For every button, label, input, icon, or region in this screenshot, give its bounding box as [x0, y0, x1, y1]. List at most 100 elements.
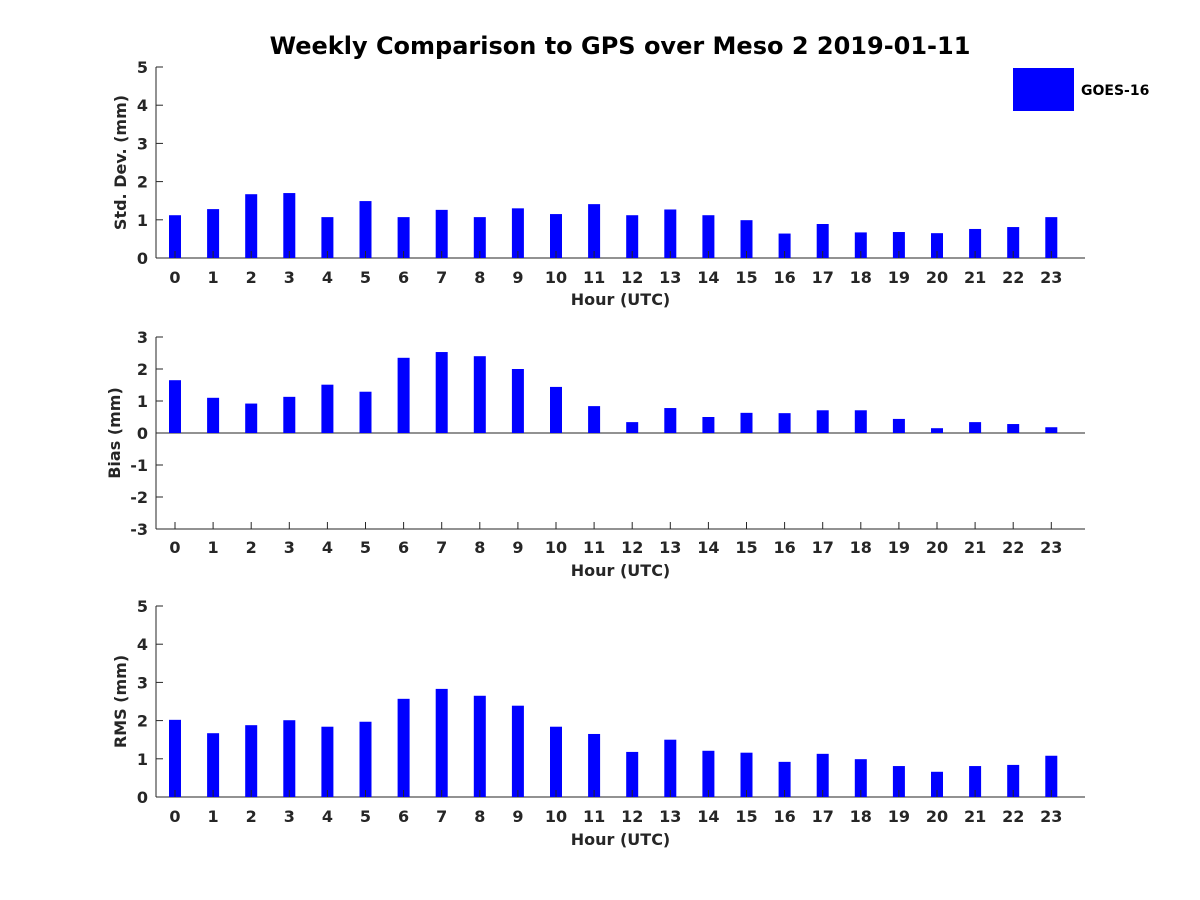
bar: [969, 766, 982, 797]
x-tick-label: 22: [1002, 268, 1024, 287]
y-tick-label: 1: [137, 211, 148, 230]
x-tick-label: 3: [284, 268, 295, 287]
legend-label: GOES-16: [1081, 83, 1149, 99]
x-tick-label: 18: [850, 807, 872, 826]
bar: [664, 739, 677, 797]
y-tick-label: 0: [137, 788, 148, 807]
bar: [702, 417, 715, 433]
x-tick-label: 12: [621, 807, 643, 826]
bar: [169, 215, 181, 258]
y-tick-label: 3: [137, 328, 148, 347]
y-tick-label: 0: [137, 424, 148, 443]
bar: [778, 233, 791, 258]
bar: [1007, 227, 1020, 258]
bar: [778, 413, 791, 433]
x-tick-label: 9: [512, 538, 523, 557]
x-tick-label: 18: [850, 268, 872, 287]
bar: [473, 695, 486, 797]
y-tick-label: 3: [137, 134, 148, 153]
x-tick-label: 10: [545, 268, 567, 287]
bar: [245, 725, 258, 797]
y-tick-label: 5: [137, 58, 148, 77]
bar: [207, 397, 220, 433]
x-tick-label: 13: [659, 538, 681, 557]
x-tick-label: 19: [888, 538, 910, 557]
x-tick-label: 16: [773, 538, 795, 557]
x-tick-label: 0: [169, 538, 180, 557]
y-tick-label: 5: [137, 597, 148, 616]
x-tick-label: 23: [1040, 538, 1062, 557]
bar: [435, 352, 448, 433]
bar: [1045, 755, 1058, 797]
x-tick-label: 14: [697, 807, 719, 826]
bar: [245, 403, 258, 433]
x-tick-label: 10: [545, 538, 567, 557]
x-tick-label: 7: [436, 538, 447, 557]
legend-swatch: [1013, 68, 1074, 111]
bar: [207, 733, 220, 797]
x-tick-label: 8: [474, 807, 485, 826]
bar: [321, 384, 334, 433]
bar: [664, 408, 677, 433]
x-tick-label: 17: [812, 807, 834, 826]
bar: [359, 391, 372, 433]
x-tick-label: 21: [964, 268, 986, 287]
x-tick-label: 11: [583, 268, 605, 287]
y-tick-label: -2: [130, 488, 148, 507]
bar: [321, 217, 334, 258]
x-tick-label: 20: [926, 538, 948, 557]
bar: [702, 215, 715, 258]
x-axis-label: Hour (UTC): [571, 290, 671, 309]
bar: [892, 232, 905, 258]
x-tick-label: 1: [208, 268, 219, 287]
x-tick-label: 2: [246, 538, 257, 557]
bar: [397, 357, 410, 433]
x-tick-label: 16: [773, 268, 795, 287]
bar: [207, 209, 220, 258]
x-tick-label: 8: [474, 268, 485, 287]
bar: [283, 193, 296, 258]
bar: [892, 418, 905, 433]
bar: [854, 759, 867, 797]
bar: [321, 726, 334, 797]
x-tick-label: 17: [812, 538, 834, 557]
x-tick-label: 3: [284, 538, 295, 557]
bar: [359, 201, 372, 258]
y-tick-label: 1: [137, 392, 148, 411]
x-tick-label: 18: [850, 538, 872, 557]
x-tick-label: 14: [697, 538, 719, 557]
x-tick-label: 20: [926, 268, 948, 287]
bar: [473, 217, 486, 258]
bar: [778, 761, 791, 797]
legend: GOES-16: [1013, 68, 1149, 111]
bar: [588, 406, 601, 433]
y-tick-label: 2: [137, 712, 148, 731]
bar: [245, 194, 258, 258]
y-tick-label: 3: [137, 673, 148, 692]
x-tick-label: 21: [964, 538, 986, 557]
bar: [588, 733, 601, 797]
x-axis-label: Hour (UTC): [571, 561, 671, 580]
x-tick-label: 5: [360, 807, 371, 826]
bar: [969, 228, 982, 258]
x-tick-label: 22: [1002, 807, 1024, 826]
x-tick-label: 13: [659, 807, 681, 826]
x-tick-label: 5: [360, 268, 371, 287]
x-tick-label: 17: [812, 268, 834, 287]
x-tick-label: 15: [735, 268, 757, 287]
y-tick-label: 2: [137, 360, 148, 379]
x-tick-label: 11: [583, 807, 605, 826]
bar: [816, 410, 829, 433]
x-tick-label: 19: [888, 268, 910, 287]
y-tick-label: -3: [130, 520, 148, 539]
x-tick-label: 7: [436, 807, 447, 826]
x-tick-label: 22: [1002, 538, 1024, 557]
bar: [359, 721, 372, 797]
x-tick-label: 15: [735, 538, 757, 557]
bar: [169, 380, 181, 433]
bar: [931, 233, 943, 258]
